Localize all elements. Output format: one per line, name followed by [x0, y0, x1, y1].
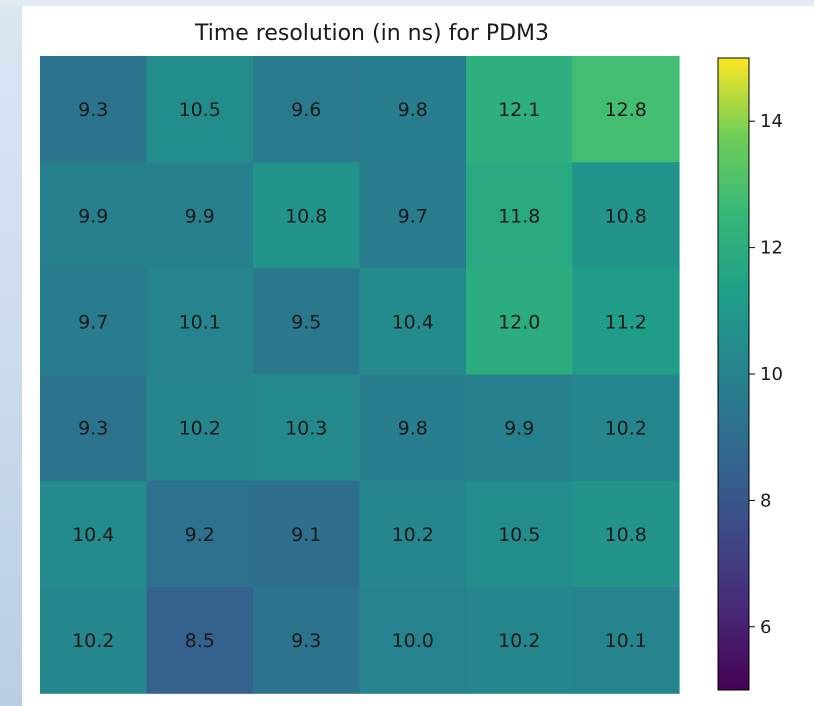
colorbar-tick-label: 14: [760, 111, 783, 132]
heatmap-cell-label: 9.8: [398, 418, 428, 440]
heatmap-cell-label: 9.1: [291, 524, 321, 546]
colorbar-tick-label: 12: [760, 238, 783, 259]
heatmap-cell-label: 9.8: [398, 99, 428, 121]
heatmap-cell: [146, 268, 254, 376]
heatmap-cell: [40, 268, 148, 376]
heatmap-cell-label: 9.2: [185, 524, 215, 546]
heatmap-cells: 9.3 10.5 9.6 9.8 12.1 12.8 9.9 9.9 10.8 9.7 11.8 10…: [40, 56, 680, 694]
heatmap-cell: [40, 480, 148, 588]
heatmap-cell-label: 8.5: [185, 630, 215, 652]
heatmap-cell-label: 10.2: [179, 418, 221, 440]
heatmap-cell-label: 11.8: [498, 205, 540, 227]
heatmap-cell: [359, 268, 467, 376]
heatmap-cell: [572, 162, 680, 269]
heatmap-cell-label: 10.8: [285, 205, 327, 227]
colorbar: 6 8 10 12 14: [717, 57, 783, 691]
colorbar-tick-label: 10: [760, 364, 783, 385]
heatmap-cell-label: 10.2: [392, 524, 434, 546]
heatmap-cell-label: 10.4: [392, 312, 434, 334]
heatmap-cell-label: 10.1: [179, 312, 221, 334]
heatmap-cell-label: 10.4: [72, 524, 114, 546]
heatmap-cell-label: 9.9: [504, 418, 534, 440]
heatmap-cell: [572, 374, 680, 482]
heatmap-cell-label: 10.0: [392, 630, 434, 652]
heatmap-cell-label: 9.3: [78, 99, 108, 121]
heatmap-cell-label: 11.2: [605, 312, 647, 334]
heatmap-cell: [253, 162, 361, 269]
heatmap-cell: [572, 56, 680, 163]
heatmap-cell: [40, 587, 148, 694]
heatmap-cell-label: 10.8: [605, 524, 647, 546]
heatmap-cell: [572, 587, 680, 694]
heatmap-cell: [146, 480, 254, 588]
heatmap-cell: [359, 587, 467, 694]
heatmap-cell: [466, 162, 574, 269]
heatmap-cell-label: 10.1: [605, 630, 647, 652]
heatmap-cell-label: 12.1: [498, 99, 540, 121]
heatmap-cell: [253, 587, 361, 694]
heatmap-cell-label: 12.0: [498, 312, 540, 334]
heatmap-cell-label: 9.5: [291, 312, 321, 334]
heatmap-cell-label: 9.9: [185, 205, 215, 227]
heatmap-cell: [466, 480, 574, 588]
heatmap-cell-label: 9.3: [78, 418, 108, 440]
heatmap-cell-label: 10.3: [285, 418, 327, 440]
heatmap-cell: [466, 56, 574, 163]
heatmap-cell: [253, 56, 361, 163]
heatmap-cell: [253, 268, 361, 376]
heatmap-cell-label: 9.3: [291, 630, 321, 652]
heatmap-cell: [40, 374, 148, 482]
heatmap-cell-label: 9.6: [291, 99, 321, 121]
heatmap-cell-label: 10.8: [605, 205, 647, 227]
heatmap-cell: [253, 480, 361, 588]
heatmap-cell: [572, 268, 680, 376]
heatmap-cell-label: 10.5: [179, 99, 221, 121]
heatmap-cell: [466, 268, 574, 376]
heatmap-cell: [253, 374, 361, 482]
heatmap-cell: [146, 56, 254, 163]
heatmap-cell-label: 10.2: [605, 418, 647, 440]
heatmap-cell-label: 10.2: [72, 630, 114, 652]
chart-title: Time resolution (in ns) for PDM3: [194, 21, 549, 46]
heatmap-cell: [146, 374, 254, 482]
heatmap-cell: [40, 162, 148, 269]
heatmap-cell-label: 9.7: [398, 205, 428, 227]
heatmap-cell: [146, 162, 254, 269]
heatmap-cell-label: 10.2: [498, 630, 540, 652]
colorbar-tick-label: 6: [760, 617, 771, 638]
colorbar-tick-label: 8: [760, 490, 771, 511]
heatmap-cell-label: 9.7: [78, 312, 108, 334]
heatmap-cell-label: 9.9: [78, 205, 108, 227]
heatmap-cell: [359, 162, 467, 269]
heatmap-cell: [359, 374, 467, 482]
heatmap-cell: [466, 587, 574, 694]
colorbar-gradient: [717, 57, 750, 691]
heatmap-cell-label: 12.8: [605, 99, 647, 121]
heatmap-cell: [466, 374, 574, 482]
background-top-band: [0, 0, 814, 6]
heatmap-cell-label: 10.5: [498, 524, 540, 546]
background-strip: [0, 0, 22, 706]
heatmap-cell: [40, 56, 148, 163]
heatmap-cell: [359, 480, 467, 588]
heatmap-cell: [359, 56, 467, 163]
heatmap-cell: [572, 480, 680, 588]
heatmap-cell: [146, 587, 254, 694]
